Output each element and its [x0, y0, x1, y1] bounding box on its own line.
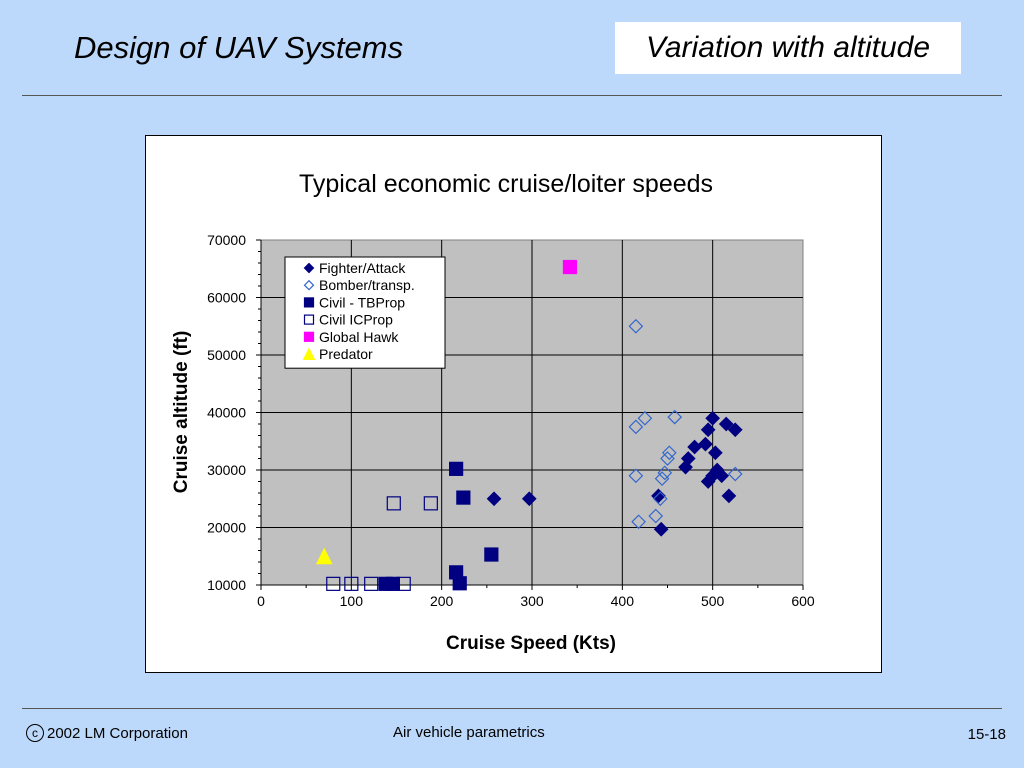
point-bomber-transp [652, 491, 668, 507]
point-fighter-attack [721, 488, 737, 504]
point-bomber-transp [648, 508, 664, 524]
y-tick-label: 70000 [207, 232, 246, 248]
x-tick-label: 400 [611, 593, 635, 609]
footer-topic: Air vehicle parametrics [393, 724, 545, 741]
y-tick-label: 10000 [207, 577, 246, 593]
footer-copyright: c 2002 LM Corporation [26, 724, 188, 742]
point-civil-tbprop [452, 576, 467, 591]
point-fighter-attack [700, 422, 716, 438]
copyright-icon: c [26, 724, 44, 742]
page-number: 15-18 [967, 726, 1006, 743]
point-civil-icprop [326, 576, 341, 591]
x-tick-label: 100 [340, 593, 364, 609]
point-bomber-transp [628, 419, 644, 435]
chart-title: Typical economic cruise/loiter speeds [299, 170, 713, 198]
y-tick-label: 40000 [207, 405, 246, 421]
legend-label: Fighter/Attack [319, 260, 406, 276]
point-fighter-attack [486, 491, 502, 507]
point-fighter-attack [705, 410, 721, 426]
legend-marker [303, 279, 315, 291]
point-bomber-transp [727, 466, 743, 482]
x-tick-label: 200 [430, 593, 454, 609]
point-civil-icprop [396, 576, 411, 591]
point-fighter-attack [708, 445, 723, 461]
point-fighter-attack [521, 491, 537, 507]
legend-box [284, 256, 446, 369]
point-bomber-transp [631, 514, 646, 530]
legend-marker [302, 347, 316, 360]
point-civil-icprop [344, 576, 359, 591]
header-divider [22, 95, 1002, 96]
x-tick-label: 600 [791, 593, 815, 609]
point-bomber-transp [661, 445, 677, 461]
point-bomber-transp [628, 318, 644, 334]
legend-marker [303, 314, 315, 325]
point-fighter-attack [653, 521, 669, 537]
legend-label: Predator [319, 346, 373, 362]
section-title: Variation with altitude [615, 22, 961, 74]
x-tick-label: 0 [257, 593, 265, 609]
x-tick-label: 300 [520, 593, 544, 609]
point-fighter-attack [680, 451, 696, 466]
point-bomber-transp [667, 409, 683, 425]
point-bomber-transp [654, 471, 670, 486]
legend-label: Civil ICProp [319, 312, 393, 328]
point-global-hawk [562, 259, 578, 275]
point-fighter-attack [698, 436, 713, 452]
point-civil-icprop [386, 496, 401, 511]
legend-marker [303, 331, 315, 342]
point-fighter-attack [714, 468, 730, 484]
point-civil-icprop [423, 496, 438, 511]
point-fighter-attack [651, 488, 666, 504]
point-bomber-transp [657, 465, 673, 481]
point-bomber-transp [637, 410, 653, 426]
legend-marker [303, 297, 315, 308]
y-tick-label: 50000 [207, 347, 246, 363]
legend-label: Civil - TBProp [319, 294, 405, 310]
point-civil-tbprop [449, 461, 464, 476]
legend-label: Bomber/transp. [319, 277, 415, 293]
y-tick-label: 60000 [207, 290, 246, 306]
y-tick-label: 20000 [207, 520, 246, 536]
legend-marker [303, 262, 315, 274]
copyright-text: 2002 LM Corporation [47, 724, 188, 742]
point-fighter-attack [718, 416, 734, 432]
legend-label: Global Hawk [319, 329, 399, 345]
x-tick-label: 500 [701, 593, 725, 609]
y-axis-label: Cruise altitude (ft) [171, 331, 192, 494]
point-fighter-attack [727, 422, 743, 438]
x-axis-label: Cruise Speed (Kts) [446, 633, 616, 654]
point-predator [315, 547, 333, 565]
point-civil-tbprop [456, 490, 471, 505]
chart-frame: Typical economic cruise/loiter speeds Cr… [145, 135, 882, 673]
point-civil-tbprop [385, 576, 400, 591]
point-civil-tbprop [484, 547, 499, 562]
scatter-chart: Typical economic cruise/loiter speeds Cr… [171, 170, 815, 654]
point-civil-icprop [364, 576, 379, 591]
point-bomber-transp [628, 468, 644, 484]
footer-divider [22, 708, 1002, 709]
point-bomber-transp [660, 451, 675, 466]
slide-title: Design of UAV Systems [74, 30, 404, 65]
y-tick-label: 30000 [207, 462, 246, 478]
